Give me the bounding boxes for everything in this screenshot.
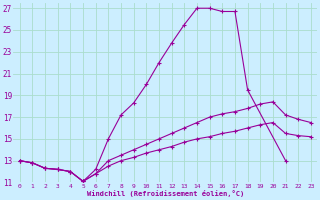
X-axis label: Windchill (Refroidissement éolien,°C): Windchill (Refroidissement éolien,°C)	[87, 190, 244, 197]
